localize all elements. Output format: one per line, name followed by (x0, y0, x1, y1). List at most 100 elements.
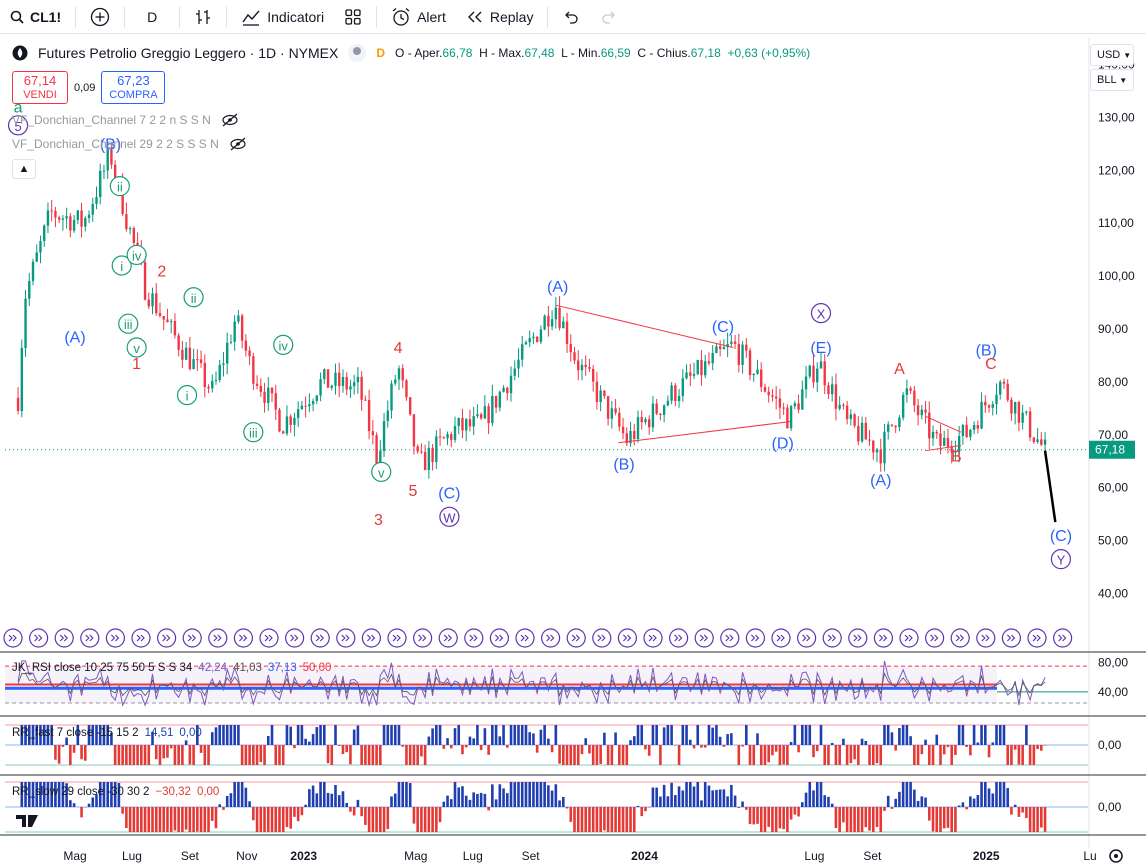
rr-slow-bar (868, 807, 871, 831)
event-marker (259, 628, 279, 648)
rr-slow-bar (177, 807, 180, 832)
candle-body (980, 401, 983, 429)
rr-fast-bar (632, 736, 636, 745)
candle-body (763, 387, 767, 392)
rr-fast-legend[interactable]: RR_fast 7 close -15 15 2 14,51 0,00 (12, 727, 202, 739)
candle-body (1043, 439, 1047, 445)
rr-fast-bar (883, 725, 886, 745)
time-tick-label: Lu (1083, 849, 1096, 863)
rr-fast-bar (871, 745, 875, 765)
candle-body (345, 376, 348, 390)
rr-slow-bar (50, 782, 53, 807)
rr-slow-bar (700, 800, 703, 807)
candle-body (550, 319, 554, 327)
rr-fast-bar (382, 725, 386, 745)
chart-type-button[interactable] (184, 0, 222, 34)
rr-slow-bar (98, 782, 102, 807)
rr-fast-bar (207, 745, 210, 765)
rr-slow-bar (416, 807, 419, 832)
candle-body (961, 424, 965, 437)
rr-fast-bar (349, 745, 352, 765)
rr-slow-bar (995, 782, 998, 807)
rr-slow-bar (278, 807, 281, 832)
candle-body (364, 399, 367, 401)
candle-body (263, 391, 266, 403)
rr-fast-bar (367, 745, 371, 765)
candle-body (184, 347, 188, 360)
delayed-badge[interactable]: D (376, 46, 386, 60)
candle-body (270, 387, 274, 394)
rr-slow-bar (140, 807, 143, 832)
candle-body (913, 390, 916, 406)
rr-fast-bar (431, 728, 434, 745)
candle-body (580, 364, 584, 371)
sell-button[interactable]: 67,14 VENDI (12, 71, 68, 104)
interval-button[interactable]: D (129, 0, 175, 34)
eye-hidden-icon[interactable] (229, 137, 247, 151)
undo-button[interactable] (552, 0, 590, 34)
wave-label-circle (1050, 549, 1072, 570)
rr-slow-bar (322, 782, 326, 807)
rr-slow-bar (565, 807, 569, 809)
rr-fast-bar (326, 745, 330, 764)
candle-body (827, 385, 830, 395)
candle-body (931, 431, 935, 439)
candle-body (76, 210, 80, 220)
symbol-search[interactable]: CL1! (0, 0, 71, 34)
candle-body (394, 379, 397, 384)
candle-body (431, 447, 434, 463)
candle-body (438, 436, 442, 438)
rr-slow-legend[interactable]: RR_slow 29 close -30 30 2 −30,32 0,00 (12, 786, 219, 798)
buy-button[interactable]: 67,23 COMPRA (101, 71, 166, 104)
candle-body (113, 164, 117, 178)
candle-body (528, 338, 531, 343)
undo-icon (565, 11, 579, 24)
candle-body (192, 359, 195, 370)
unit-tag[interactable]: BLL ▼ (1090, 69, 1134, 91)
candle-body (450, 434, 453, 440)
market-status-pill[interactable] (348, 44, 367, 62)
compare-button[interactable] (80, 0, 120, 34)
indicator-legend-2[interactable]: VF_Donchian_Channel 29 2 2 S S S N (12, 137, 247, 151)
chart-title[interactable]: Futures Petrolio Greggio Leggero · 1D · … (38, 45, 339, 61)
rr-slow-bar (420, 807, 423, 832)
event-marker (515, 628, 535, 648)
alert-button[interactable]: Alert (381, 0, 456, 34)
trend-lines[interactable] (555, 304, 1057, 523)
wave-label: ii (117, 180, 123, 195)
collapse-legend-button[interactable]: ▲ (12, 159, 36, 179)
rr-slow-bar (827, 796, 830, 807)
rr-fast-bar (535, 745, 539, 753)
eye-hidden-icon[interactable] (221, 113, 239, 127)
event-markers-row[interactable] (3, 628, 1073, 648)
rsi-legend[interactable]: JK_RSI close 10 25 75 50 5 S S 34 42,24 … (12, 662, 331, 674)
rr-slow-bar (438, 807, 442, 823)
rr-fast-bar (782, 745, 785, 765)
event-marker-arrow (674, 634, 683, 642)
rr-fast-bar (838, 745, 841, 765)
candle-body (972, 425, 976, 430)
rr-slow-bar (281, 807, 285, 832)
time-axis[interactable]: Mag Lug Set Nov 2023 Mag Lug Set 2024 Lug Set 2025 L… (16, 815, 1123, 863)
rr-fast-bar (998, 725, 1002, 745)
rr-fast-tick-label: 0,00 (1098, 738, 1122, 752)
rr-fast-bar (793, 725, 797, 745)
price-axis[interactable]: 140,00130,00120,00110,00100,0090,0080,00… (1089, 57, 1135, 601)
rr-slow-bar (210, 807, 214, 821)
candle-body (733, 341, 737, 344)
indicators-icon (242, 10, 260, 26)
rr-fast-bar (158, 745, 162, 765)
replay-button[interactable]: Replay (456, 0, 544, 34)
currency-tag[interactable]: USD ▼ (1090, 44, 1134, 66)
rr-slow-bar (87, 803, 91, 807)
rr-fast-bar (636, 725, 640, 745)
event-marker-arrow (213, 634, 222, 642)
redo-button[interactable] (590, 0, 628, 34)
wave-labels[interactable]: a5(B)(A)iiiiviiiv12iiiiviiiv453(C)W(A)(B… (7, 99, 1072, 570)
indicator-legend-1[interactable]: VF_Donchian_Channel 7 2 2 n S S N (12, 113, 239, 127)
layout-templates-button[interactable] (334, 0, 372, 34)
rr-slow-bar (659, 796, 662, 807)
rr-slow-bar (756, 807, 759, 824)
indicators-button[interactable]: Indicatori (231, 0, 334, 34)
